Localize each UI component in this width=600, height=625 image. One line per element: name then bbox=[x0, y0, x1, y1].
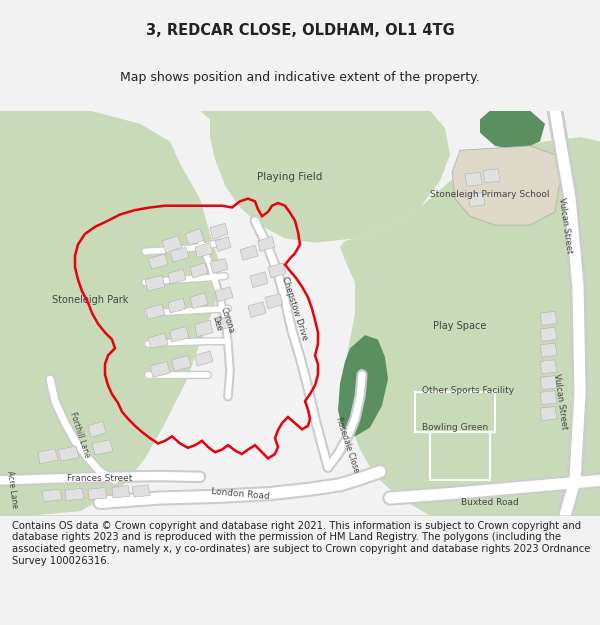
Polygon shape bbox=[88, 488, 107, 500]
Polygon shape bbox=[338, 335, 388, 436]
Text: Acre Lane: Acre Lane bbox=[5, 470, 19, 509]
Text: 3, REDCAR CLOSE, OLDHAM, OL1 4TG: 3, REDCAR CLOSE, OLDHAM, OL1 4TG bbox=[146, 24, 454, 39]
Text: Corona
Dee: Corona Dee bbox=[209, 306, 235, 338]
Text: Vulcan Street: Vulcan Street bbox=[551, 372, 568, 429]
Text: Play Space: Play Space bbox=[433, 321, 487, 331]
Polygon shape bbox=[540, 311, 557, 326]
Polygon shape bbox=[42, 489, 62, 501]
Polygon shape bbox=[540, 406, 557, 421]
Polygon shape bbox=[65, 488, 84, 501]
Polygon shape bbox=[240, 246, 258, 260]
Polygon shape bbox=[38, 449, 58, 464]
Text: Stoneleigh Primary School: Stoneleigh Primary School bbox=[430, 190, 550, 199]
Polygon shape bbox=[150, 361, 170, 378]
Polygon shape bbox=[540, 376, 557, 390]
Polygon shape bbox=[540, 391, 557, 405]
Text: Buxted Road: Buxted Road bbox=[461, 498, 519, 507]
Text: Chepstow Drive: Chepstow Drive bbox=[280, 276, 310, 342]
Polygon shape bbox=[452, 146, 560, 225]
Polygon shape bbox=[112, 486, 130, 498]
Text: Playing Field: Playing Field bbox=[257, 172, 323, 182]
Polygon shape bbox=[148, 254, 168, 269]
Polygon shape bbox=[195, 351, 213, 366]
Polygon shape bbox=[210, 223, 228, 239]
Polygon shape bbox=[468, 192, 485, 207]
Polygon shape bbox=[268, 263, 286, 278]
Polygon shape bbox=[215, 236, 231, 251]
Text: Rosedale Close: Rosedale Close bbox=[334, 416, 360, 474]
Polygon shape bbox=[88, 421, 106, 437]
Polygon shape bbox=[540, 360, 557, 374]
Text: Forthill Lane: Forthill Lane bbox=[68, 411, 92, 459]
Polygon shape bbox=[480, 111, 545, 150]
Polygon shape bbox=[145, 275, 165, 291]
Polygon shape bbox=[168, 269, 186, 284]
Polygon shape bbox=[130, 111, 450, 242]
Polygon shape bbox=[172, 356, 191, 371]
Polygon shape bbox=[58, 446, 79, 461]
Polygon shape bbox=[215, 316, 233, 331]
Polygon shape bbox=[258, 236, 275, 251]
Polygon shape bbox=[190, 293, 208, 309]
Polygon shape bbox=[250, 272, 268, 288]
Polygon shape bbox=[170, 247, 189, 262]
Text: Contains OS data © Crown copyright and database right 2021. This information is : Contains OS data © Crown copyright and d… bbox=[12, 521, 590, 566]
Polygon shape bbox=[210, 259, 228, 274]
Polygon shape bbox=[170, 326, 189, 342]
Polygon shape bbox=[195, 320, 213, 337]
Polygon shape bbox=[145, 304, 165, 319]
Polygon shape bbox=[185, 229, 204, 246]
Polygon shape bbox=[168, 298, 186, 313]
Polygon shape bbox=[540, 343, 557, 357]
Polygon shape bbox=[540, 328, 557, 341]
Polygon shape bbox=[265, 294, 283, 309]
Text: Vulcan Street: Vulcan Street bbox=[557, 197, 574, 254]
Polygon shape bbox=[132, 485, 150, 497]
Polygon shape bbox=[483, 169, 500, 183]
Polygon shape bbox=[0, 111, 220, 516]
Text: Map shows position and indicative extent of the property.: Map shows position and indicative extent… bbox=[120, 71, 480, 84]
Polygon shape bbox=[148, 333, 168, 348]
Polygon shape bbox=[215, 287, 233, 302]
Text: Other Sports Facility: Other Sports Facility bbox=[422, 386, 514, 395]
Text: Frances Street: Frances Street bbox=[67, 474, 133, 483]
Text: Stoneleigh Park: Stoneleigh Park bbox=[52, 295, 128, 305]
Text: Bowling Green: Bowling Green bbox=[422, 423, 488, 432]
Text: London Road: London Road bbox=[211, 488, 269, 501]
Polygon shape bbox=[190, 263, 208, 278]
Polygon shape bbox=[92, 440, 113, 455]
Polygon shape bbox=[340, 137, 600, 516]
Polygon shape bbox=[465, 173, 482, 186]
Polygon shape bbox=[195, 242, 213, 258]
Polygon shape bbox=[162, 236, 182, 253]
Polygon shape bbox=[248, 302, 266, 318]
